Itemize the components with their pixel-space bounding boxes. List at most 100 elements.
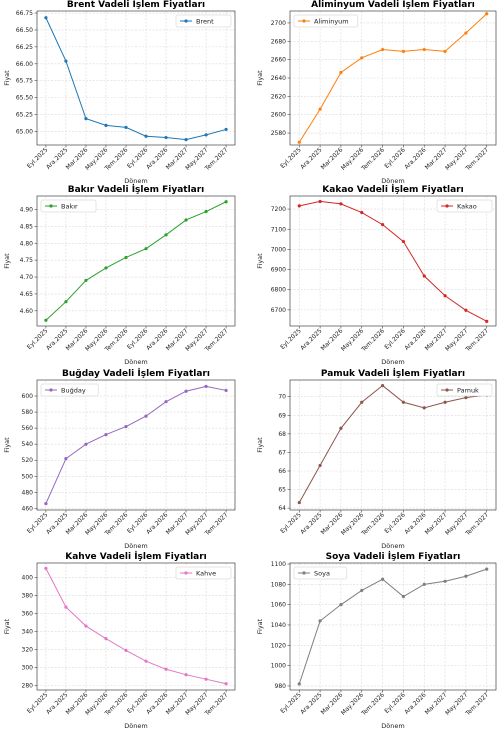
legend: Pamuk: [436, 383, 493, 397]
legend-box: [436, 199, 493, 213]
data-point: [124, 424, 128, 429]
y-axis-label: Fiyat: [3, 437, 11, 453]
y-tick-label: 580: [22, 409, 34, 416]
y-tick-label: 65.00: [16, 128, 33, 135]
data-point: [443, 400, 447, 404]
data-point: [84, 278, 88, 283]
plot-frame: [36, 562, 236, 691]
chart-title: Buğday Vadeli İşlem Fiyatları: [62, 368, 210, 379]
y-tick-label: 540: [22, 441, 34, 448]
y-tick-label: 66.25: [16, 44, 33, 51]
legend-marker: [302, 571, 306, 575]
data-point: [401, 400, 406, 404]
data-point: [144, 247, 148, 251]
data-point: [360, 588, 364, 593]
data-point: [318, 619, 322, 623]
data-point: [360, 210, 364, 215]
data-point: [380, 223, 385, 227]
y-tick-label: 65.50: [16, 95, 33, 102]
legend-box: [293, 566, 348, 580]
x-axis-label: Dönem: [381, 177, 404, 185]
legend-label: Soya: [314, 569, 330, 577]
series-line: [299, 200, 487, 322]
data-point: [184, 218, 188, 222]
series-line: [298, 384, 487, 503]
y-tick-label: 66.75: [16, 10, 33, 17]
y-tick-label: 1100: [271, 561, 286, 568]
data-point: [318, 107, 322, 111]
legend-label: Aliminyum: [314, 17, 349, 25]
data-point: [64, 59, 68, 63]
series-line: [298, 13, 488, 143]
y-tick-label: 7000: [271, 246, 286, 253]
legend-label: Buğday: [61, 386, 86, 394]
y-tick-label: 4.90: [20, 207, 34, 214]
y-tick-label: 520: [22, 457, 34, 464]
y-tick-label: 1020: [271, 642, 286, 649]
y-axis-label: Fiyat: [3, 70, 11, 86]
data-point: [164, 233, 168, 237]
chart-title: Bakır Vadeli İşlem Fiyatları: [68, 184, 205, 195]
data-point: [144, 414, 148, 418]
data-point: [297, 500, 301, 505]
data-point: [124, 648, 128, 652]
y-tick-label: 1060: [271, 602, 286, 609]
data-point: [204, 677, 208, 681]
legend-marker: [445, 388, 449, 392]
legend-marker: [184, 571, 188, 575]
y-tick-label: 67: [278, 449, 286, 456]
data-point: [443, 294, 447, 298]
data-point: [64, 457, 68, 461]
x-axis-label: Dönem: [381, 722, 404, 730]
data-point: [464, 396, 468, 400]
data-point: [422, 406, 426, 410]
data-point: [204, 209, 208, 214]
y-tick-label: 320: [22, 646, 34, 653]
data-point: [318, 199, 322, 204]
data-point: [339, 70, 343, 75]
y-tick-label: 4.85: [20, 223, 34, 230]
y-tick-label: 68: [278, 431, 286, 438]
data-point: [84, 117, 88, 121]
y-tick-label: 66.00: [16, 61, 33, 68]
data-point: [224, 200, 228, 204]
data-point: [184, 137, 188, 142]
y-tick-label: 7200: [271, 206, 286, 213]
series-line: [298, 568, 487, 685]
y-tick-label: 65.75: [16, 78, 33, 85]
y-tick-label: 360: [22, 610, 34, 617]
legend: Aliminyum: [293, 14, 359, 28]
y-tick-label: 2580: [271, 130, 286, 137]
data-point: [44, 318, 48, 322]
data-point: [422, 274, 426, 278]
legend: Buğday: [40, 383, 99, 397]
data-point: [44, 566, 48, 571]
plot-frame: [36, 379, 236, 511]
data-point: [464, 574, 468, 578]
data-point: [464, 308, 468, 312]
data-point: [84, 624, 88, 628]
y-tick-label: 6900: [271, 267, 286, 274]
data-point: [401, 239, 406, 244]
legend-label: Bakır: [61, 202, 78, 210]
y-axis-label: Fiyat: [256, 618, 264, 634]
legend-marker: [184, 19, 188, 23]
chart-title: Kakao Vadeli İşlem Fiyatları: [322, 184, 463, 195]
data-point: [64, 605, 68, 609]
y-tick-label: 7100: [271, 226, 286, 233]
x-axis-label: Dönem: [124, 542, 147, 550]
y-tick-label: 66.50: [16, 27, 33, 34]
x-axis-label: Dönem: [381, 358, 404, 366]
series-line: [45, 568, 227, 685]
legend-label: Kakao: [457, 202, 477, 210]
data-point: [339, 202, 343, 206]
data-point: [44, 501, 48, 506]
chart-title: Soya Vadeli İşlem Fiyatları: [326, 551, 461, 562]
y-tick-label: 1000: [271, 663, 286, 670]
y-tick-label: 980: [275, 683, 287, 690]
data-point: [124, 125, 128, 130]
